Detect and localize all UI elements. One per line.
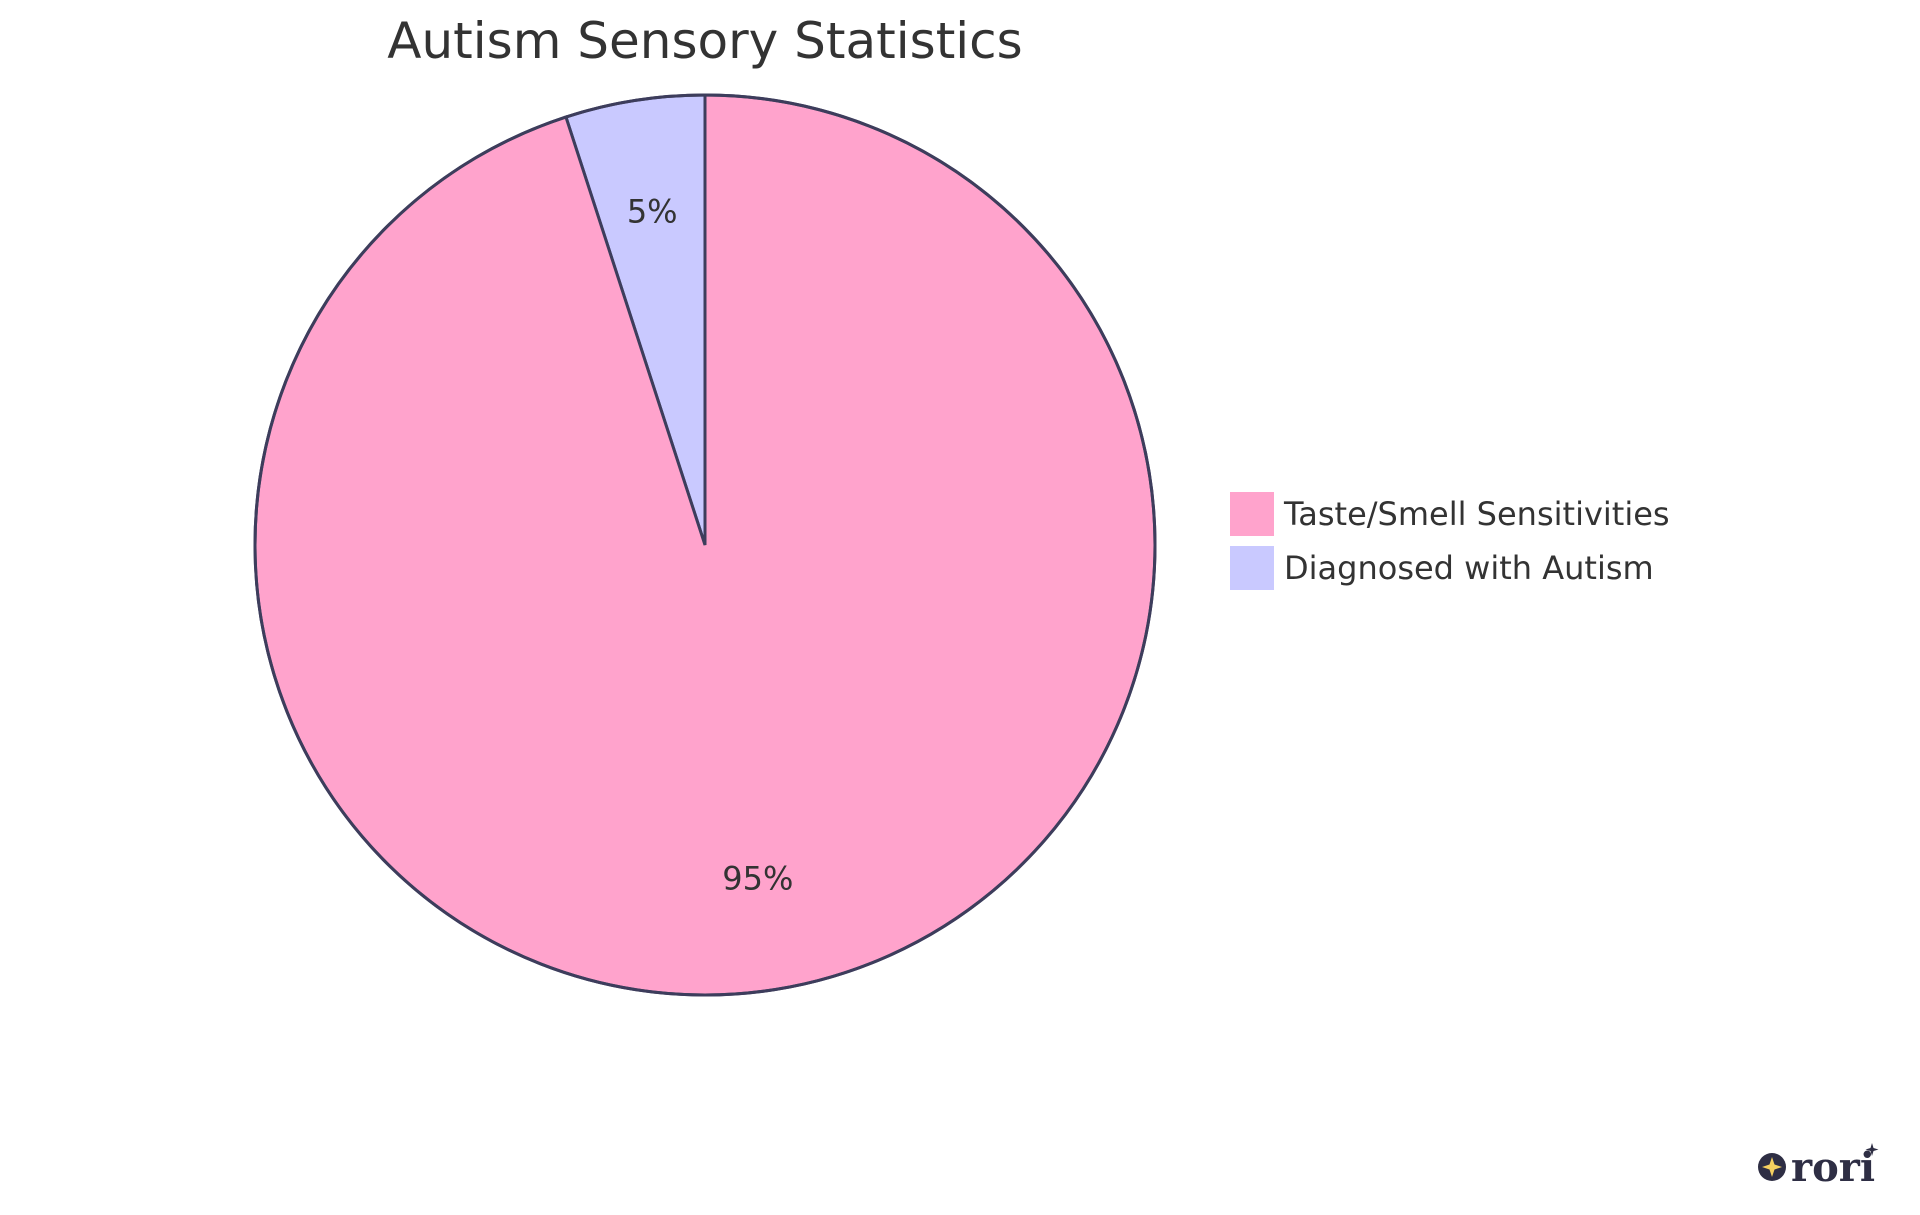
- pie-outline: [253, 93, 1157, 997]
- legend-label-2: Diagnosed with Autism: [1284, 549, 1654, 587]
- slice-label-2: 95%: [722, 859, 793, 897]
- logo-text: rori: [1791, 1144, 1875, 1191]
- chart-title: Autism Sensory Statistics: [387, 12, 1022, 70]
- slice-label-1: 5%: [627, 193, 678, 231]
- pie-slice-2: [253, 93, 1157, 997]
- legend-label-1: Taste/Smell Sensitivities: [1283, 495, 1670, 533]
- rori-logo: rori: [1758, 1143, 1879, 1191]
- pie-slices: [253, 93, 1157, 997]
- legend-swatch-2: [1230, 546, 1274, 590]
- slice-labels: 5% 95%: [627, 193, 794, 898]
- legend: Taste/Smell Sensitivities Diagnosed with …: [1230, 492, 1670, 590]
- legend-swatch-1: [1230, 492, 1274, 536]
- sparkle-glyph: [1762, 1157, 1782, 1177]
- logo-star: [1865, 1143, 1879, 1156]
